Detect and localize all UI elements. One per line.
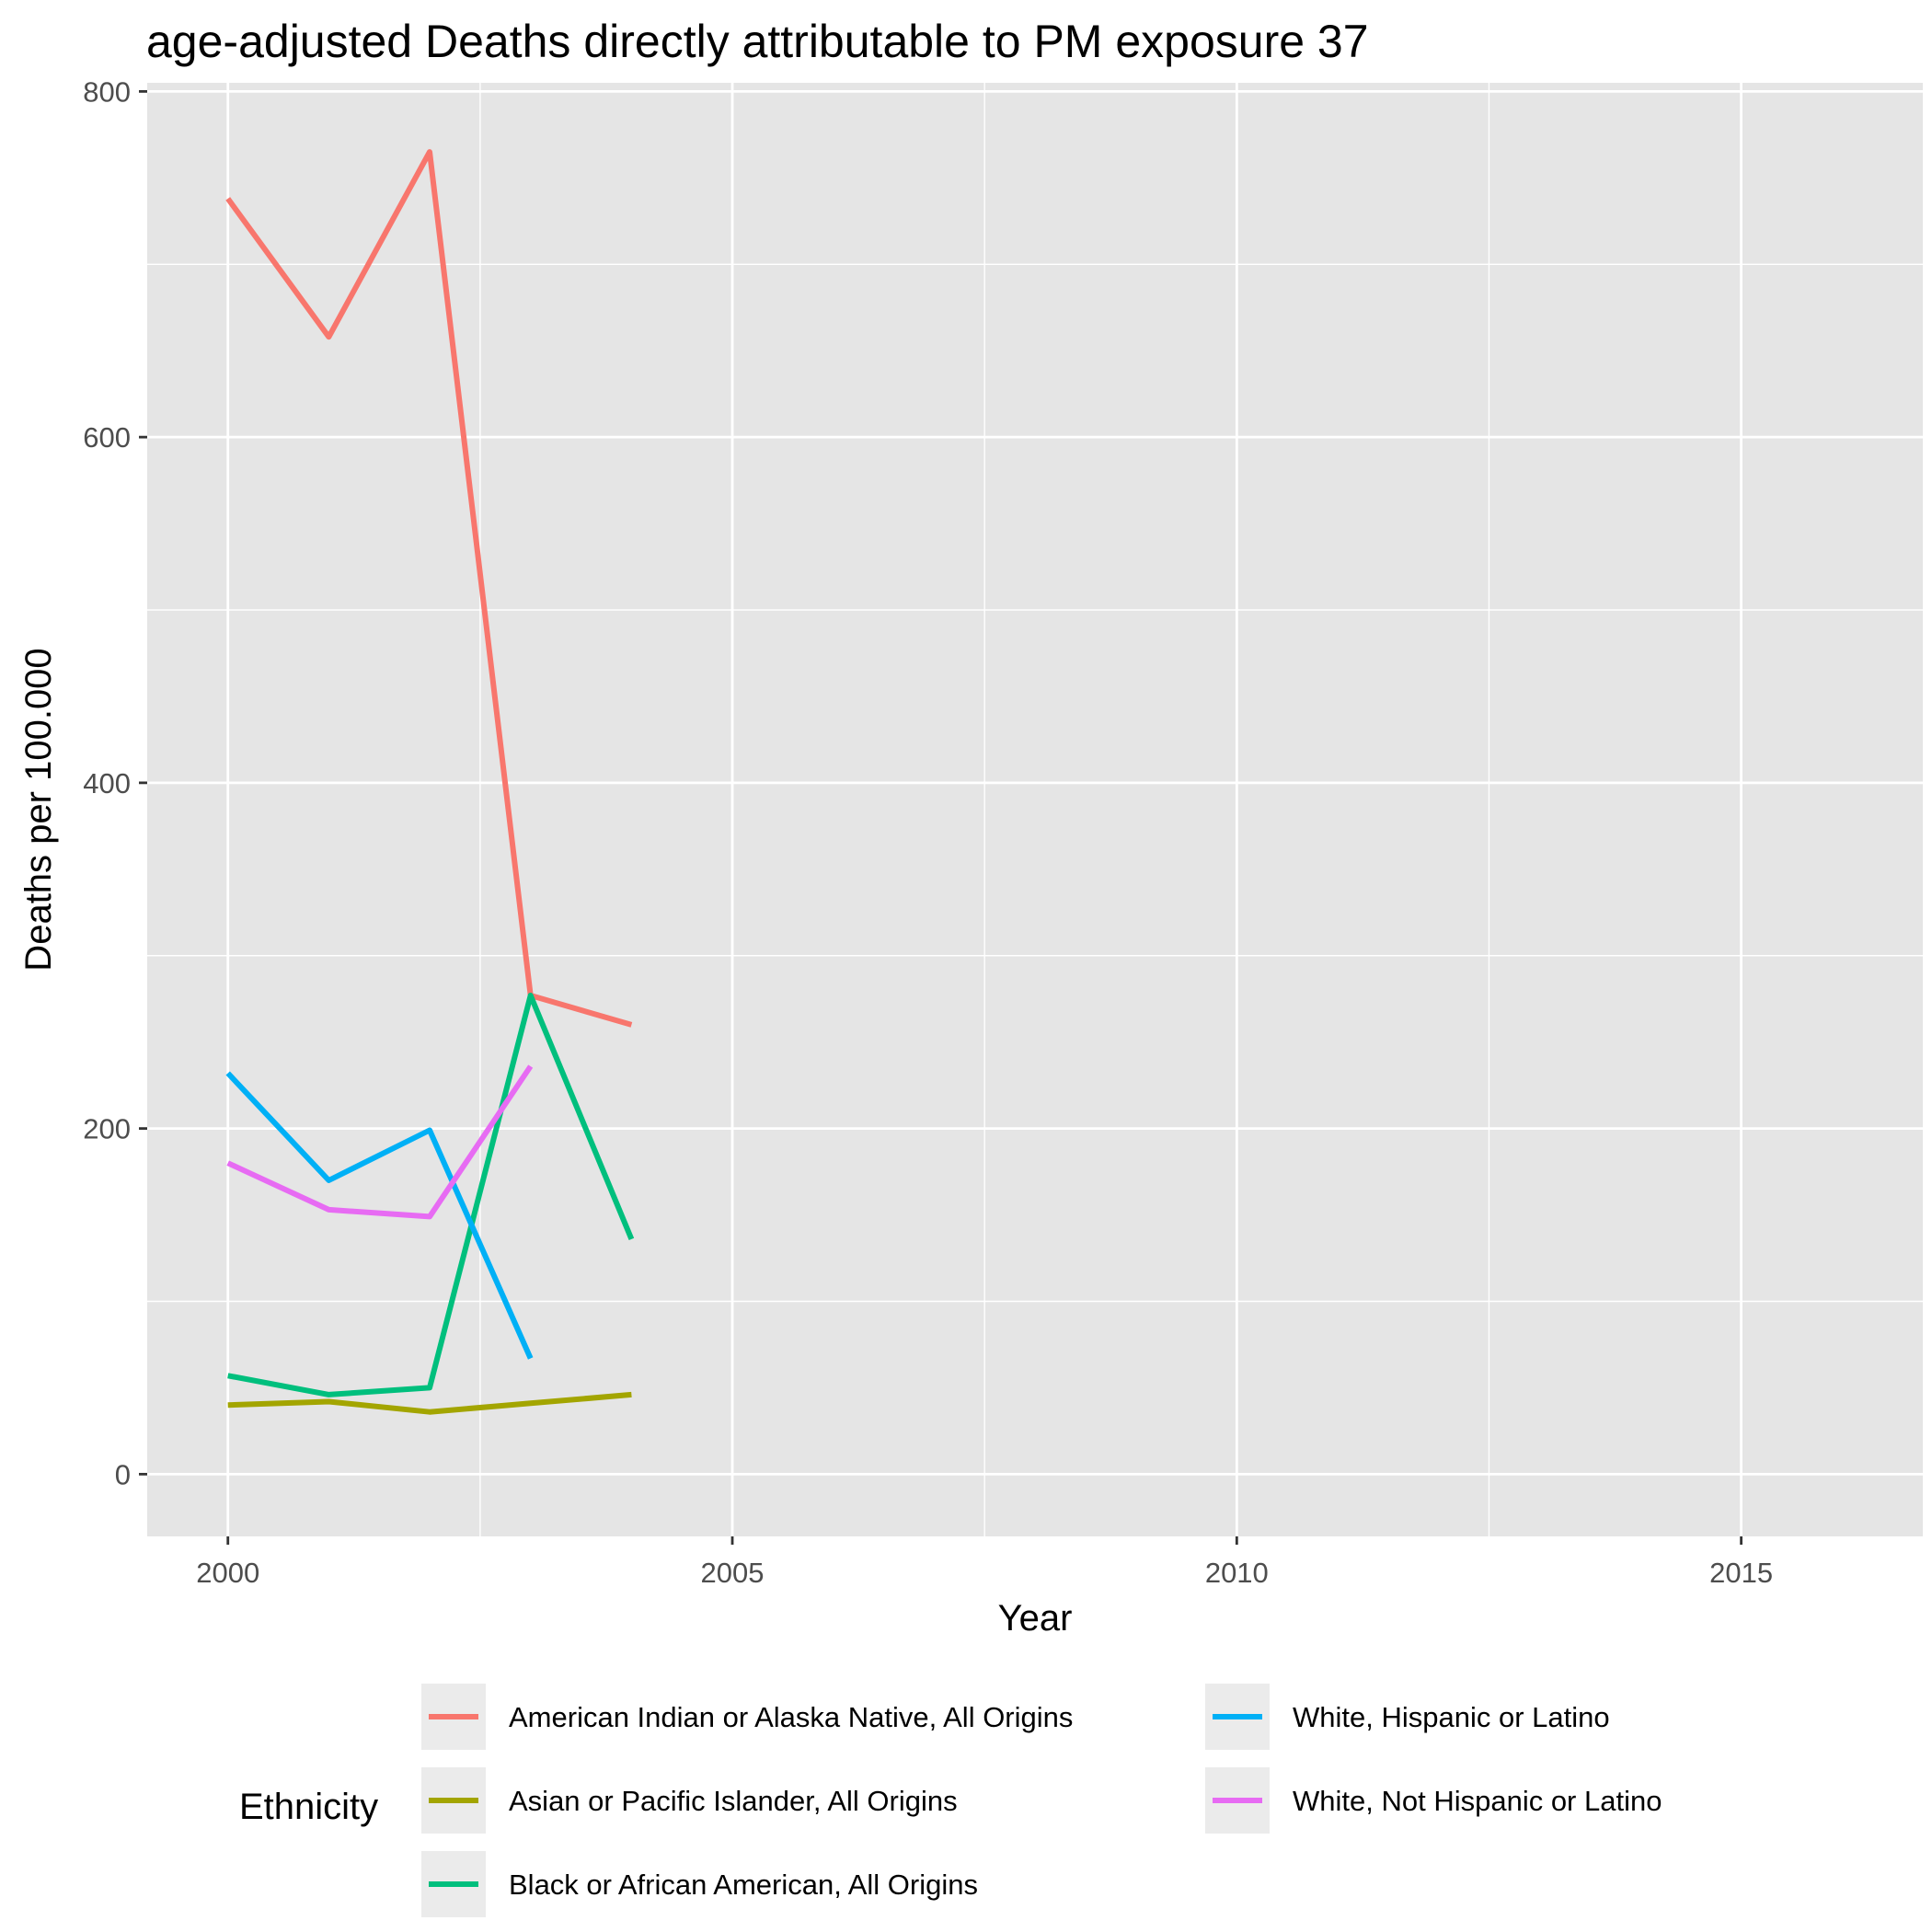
legend-item-4: White, Hispanic or Latino [1205, 1684, 1610, 1750]
y-tick-label: 200 [83, 1113, 131, 1145]
legend-label: White, Not Hispanic or Latino [1293, 1785, 1662, 1817]
series-line-2 [227, 1391, 632, 1415]
legend: Ethnicity American Indian or Alaska Nati… [239, 1684, 1662, 1917]
legend-label: Asian or Pacific Islander, All Origins [509, 1785, 958, 1817]
series-line-3 [227, 993, 635, 1397]
y-axis-title: Deaths per 100.000 [18, 648, 59, 971]
chart-title: age-adjusted Deaths directly attributabl… [146, 16, 1369, 67]
y-tick-label: 800 [83, 75, 131, 108]
x-axis-title: Year [998, 1598, 1073, 1639]
y-tick-label: 600 [83, 421, 131, 454]
series-line-5 [226, 1064, 534, 1220]
legend-item-5: White, Not Hispanic or Latino [1205, 1767, 1662, 1834]
series-line-4 [225, 1071, 534, 1360]
series-layer [225, 149, 635, 1415]
x-tick-label: 2015 [1709, 1557, 1773, 1589]
grid-major [147, 83, 1923, 1536]
series-line-1 [225, 149, 633, 1028]
legend-item-1: American Indian or Alaska Native, All Or… [421, 1684, 1073, 1750]
axis-ticks [139, 89, 1743, 1545]
y-tick-label: 0 [115, 1458, 131, 1490]
y-tick-labels: 0 200 400 600 800 [83, 75, 131, 1490]
legend-title: Ethnicity [239, 1787, 378, 1827]
legend-label: American Indian or Alaska Native, All Or… [509, 1701, 1073, 1733]
x-tick-label: 2000 [196, 1557, 259, 1589]
legend-item-3: Black or African American, All Origins [421, 1851, 978, 1917]
plot-panel [147, 83, 1923, 1536]
legend-label: White, Hispanic or Latino [1293, 1701, 1610, 1733]
legend-label: Black or African American, All Origins [509, 1869, 978, 1901]
x-tick-labels: 2000 2005 2010 2015 [196, 1557, 1773, 1589]
legend-item-2: Asian or Pacific Islander, All Origins [421, 1767, 958, 1834]
legend-items: American Indian or Alaska Native, All Or… [421, 1684, 1662, 1917]
y-tick-label: 400 [83, 767, 131, 799]
x-tick-label: 2010 [1205, 1557, 1269, 1589]
x-tick-label: 2005 [701, 1557, 765, 1589]
